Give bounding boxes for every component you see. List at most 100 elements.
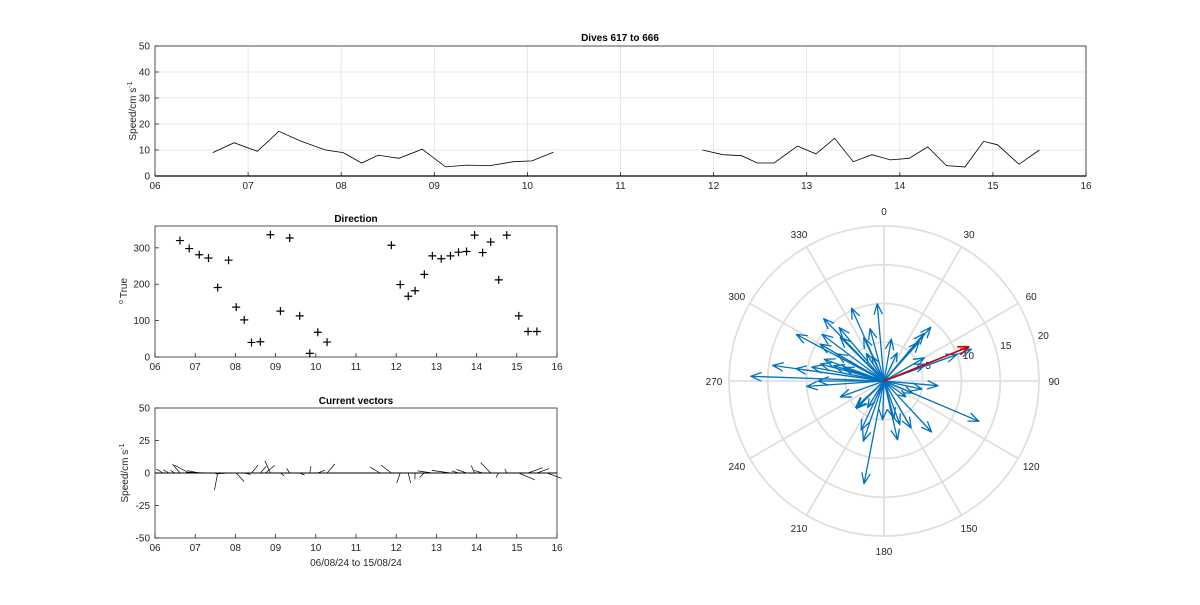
direction-plot-xtick-label: 13	[431, 362, 443, 373]
current-vector-stick	[174, 464, 190, 474]
current-vector-stick	[527, 467, 543, 474]
polar-angle-label: 300	[728, 292, 745, 303]
speed-plot: 06 07 08 09 10 11 12 13 14 15 16 0 10 20 30 40 50 Dives …	[127, 33, 1092, 192]
direction-point-marker	[396, 280, 405, 289]
current-vector-stick	[170, 470, 176, 474]
speed-plot-xtick-label: 09	[429, 181, 441, 192]
current-vectors-ylabel: Speed/cm s-1	[119, 443, 131, 502]
current-vectors-ytick-label: -25	[136, 501, 151, 512]
polar-vector-arrow	[839, 380, 885, 398]
speed-plot-xtick-label: 16	[1080, 181, 1092, 192]
polar-vector-arrow	[883, 380, 933, 433]
polar-angle-label: 60	[1026, 292, 1038, 303]
current-vectors-ytick-label: 0	[144, 469, 150, 480]
current-vectors-plot: 06 07 08 09 10 11 12 13 14 15 16 -50 -25 0 25 50 Curren…	[119, 396, 563, 569]
current-vector-stick	[536, 468, 550, 474]
direction-point-marker	[313, 328, 322, 337]
direction-point-marker	[428, 251, 437, 260]
current-vector-stick	[163, 469, 170, 474]
direction-plot-xtick-label: 11	[351, 362, 362, 373]
polar-labels: 0 30 60 90 120 150 180 210 240 270 300 330 5 10 15 20	[706, 207, 1060, 558]
polar-vector-arrow	[883, 352, 898, 382]
current-vector-stick	[299, 472, 305, 476]
direction-plot: 06 07 08 09 10 11 12 13 14 15 16 0 100 200 300 Directi…	[118, 214, 563, 373]
direction-plot-xtick-label: 06	[149, 362, 161, 373]
polar-vector-arrow	[883, 380, 896, 420]
speed-plot-xtick-label: 11	[615, 181, 626, 192]
polar-vector-arrow	[821, 333, 885, 382]
current-vector-stick	[260, 466, 267, 474]
direction-plot-xtick-label: 15	[511, 362, 523, 373]
polar-vector-arrow	[806, 380, 885, 391]
current-vectors-xtick-label: 13	[431, 543, 443, 554]
polar-angle-label: 30	[963, 230, 975, 241]
polar-compass-plot: 0 30 60 90 120 150 180 210 240 270 300 330 5 10 15 20	[706, 207, 1060, 558]
direction-point-marker	[204, 254, 213, 263]
polar-vector-arrow	[772, 362, 885, 382]
direction-point-marker	[454, 248, 463, 257]
direction-plot-title: Direction	[334, 214, 377, 225]
direction-plot-xtick-label: 16	[551, 362, 563, 373]
direction-plot-ytick-label: 0	[144, 353, 150, 364]
current-vector-stick	[244, 472, 251, 475]
direction-point-marker	[486, 238, 495, 247]
current-vector-stick	[286, 468, 290, 474]
direction-point-marker	[387, 241, 396, 250]
direction-point-marker	[446, 251, 455, 260]
polar-vector-arrow	[819, 362, 885, 382]
current-vectors-title: Current vectors	[319, 396, 394, 407]
speed-plot-xtick-label: 13	[801, 181, 813, 192]
current-vector-stick	[214, 472, 219, 491]
speed-plot-xtick-label: 14	[894, 181, 906, 192]
polar-angle-label: 150	[961, 524, 978, 535]
speed-plot-xtick-label: 12	[708, 181, 720, 192]
direction-point-marker	[285, 234, 294, 243]
polar-vector-arrow	[868, 327, 885, 382]
polar-angle-label: 180	[876, 547, 893, 558]
direction-plot-ylabel-sup: o	[118, 300, 125, 304]
polar-angle-label: 330	[791, 230, 808, 241]
speed-plot-xtick-label: 08	[336, 181, 348, 192]
direction-point-marker	[323, 338, 332, 347]
polar-vector-arrow	[836, 353, 885, 382]
current-vectors-ylabel-text: Speed/cm s	[120, 450, 131, 503]
direction-point-marker	[224, 256, 233, 265]
current-vectors-xtick-label: 12	[391, 543, 403, 554]
direction-plot-xtick-label: 07	[190, 362, 202, 373]
polar-vector-arrow	[883, 380, 939, 390]
current-vectors-xtick-label: 11	[351, 543, 362, 554]
current-vector-stick	[215, 472, 229, 475]
polar-vector-arrow	[839, 336, 885, 382]
current-vector-stick	[546, 472, 562, 479]
direction-point-marker	[532, 327, 541, 336]
current-vector-stick	[156, 468, 164, 474]
direction-plot-xtick-label: 12	[391, 362, 403, 373]
direction-point-marker	[494, 275, 503, 284]
polar-mean-vector-arrow	[883, 345, 970, 382]
current-vector-stick	[172, 463, 181, 474]
direction-point-marker	[404, 292, 413, 301]
speed-plot-ytick-label: 10	[139, 146, 151, 157]
current-vector-stick	[518, 472, 535, 481]
speed-plot-ylabel-sup: -1	[127, 81, 134, 87]
current-vectors-ytick-label: -50	[136, 534, 151, 545]
polar-vector-arrow	[860, 380, 885, 431]
current-vectors-xtick-label: 15	[511, 543, 523, 554]
speed-series	[155, 130, 1086, 177]
polar-vector-arrow	[838, 326, 885, 382]
current-vector-stick	[186, 471, 209, 474]
current-vectors-ytick-label: 50	[139, 404, 151, 415]
direction-point-marker	[524, 327, 533, 336]
direction-point-marker	[411, 286, 420, 295]
polar-vector-arrow	[865, 353, 885, 382]
current-vector-stick	[265, 465, 275, 474]
polar-vector-arrow	[883, 380, 980, 422]
direction-plot-ytick-label: 100	[133, 316, 150, 327]
current-vector-stick	[504, 468, 508, 474]
polar-vector-arrow	[873, 303, 885, 382]
polar-vector-arrow	[883, 380, 907, 398]
polar-vector-arrow	[883, 357, 925, 382]
direction-point-marker	[247, 338, 256, 347]
direction-point-marker	[502, 231, 511, 240]
polar-radial-label: 20	[1038, 331, 1050, 342]
